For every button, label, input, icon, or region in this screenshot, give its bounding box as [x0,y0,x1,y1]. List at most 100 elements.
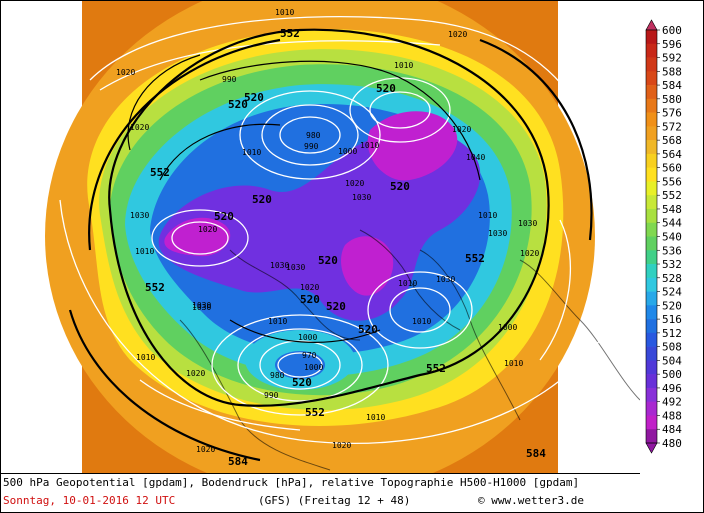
legend-swatch [646,401,657,416]
legend-tick-label: 504 [662,354,682,367]
contour-label: 552 [145,281,165,294]
legend-swatch [646,153,657,168]
legend-tick-label: 552 [662,189,682,202]
legend-tick-label: 480 [662,437,682,450]
legend-swatch [646,30,657,45]
pressure-label: 1010 [478,211,497,220]
legend-swatch [646,264,657,279]
legend-swatch [646,126,657,141]
legend-swatch [646,140,657,155]
pressure-label: 1010 [412,317,431,326]
legend-tick-label: 556 [662,175,682,188]
pressure-label: 1030 [270,261,289,270]
legend-swatch [646,85,657,100]
field-magenta-north [367,111,458,181]
contour-label: 520 [300,293,320,306]
legend-tick-label: 536 [662,244,682,257]
contour-label: 520 [214,210,234,223]
pressure-label-group: 1010 1020 1020 1020 1020 1030 1020 1010 … [116,8,539,454]
color-scale-legend: 6005965925885845805765725685645605565525… [645,19,682,454]
pressure-label: 1000 [304,363,323,372]
contour-label: 552 [465,252,485,265]
pressure-label: 1010 [394,61,413,70]
pressure-label: 1030 [436,275,455,284]
legend-swatch [646,374,657,389]
contour-label: 520 [376,82,396,95]
legend-swatch [646,332,657,347]
pressure-label: 970 [302,351,317,360]
legend-tick-label: 532 [662,258,682,271]
pressure-label: 1000 [298,333,317,342]
thin-contours [127,54,481,343]
pressure-label: 1010 [268,317,287,326]
pressure-label: 1030 [488,229,507,238]
legend-swatch [646,319,657,334]
contour-label: 552 [280,27,300,40]
legend-swatch [646,415,657,430]
contour-label-group: 552 552 552 552 552 552 520 520 520 520 … [145,27,546,468]
legend-tick-label: 576 [662,107,682,120]
legend-tick-label: 524 [662,286,682,299]
legend-tick-label: 572 [662,120,682,133]
legend-tick-label: 568 [662,134,682,147]
caption-divider [0,473,640,474]
legend-tick-label: 588 [662,65,682,78]
legend-swatch [646,57,657,72]
legend-tick-label: 560 [662,162,682,175]
valid-date: Sonntag, 10-01-2016 12 UTC [3,494,176,507]
pressure-label: 1020 [520,249,539,258]
pressure-label: 1020 [186,369,205,378]
legend-swatch [646,167,657,182]
contour-label: 520 [358,323,378,336]
legend-tick-label: 600 [662,24,682,37]
pressure-label: 1010 [136,353,155,362]
source-credit: © www.wetter3.de [478,494,584,507]
pressure-label: 1010 [504,359,523,368]
pressure-label: 1020 [345,179,364,188]
contour-label: 520 [326,300,346,313]
legend-swatch [646,98,657,113]
contour-label: 520 [390,180,410,193]
legend-tick-label: 512 [662,327,682,340]
pressure-label: 1030 [192,303,211,312]
model-run: (GFS) (Freitag 12 + 48) [258,494,411,507]
legend-tick-label: 492 [662,396,682,409]
pressure-label: 1000 [498,323,517,332]
legend-swatch [646,291,657,306]
legend-tick-label: 520 [662,299,682,312]
legend-tick-label: 528 [662,272,682,285]
geopotential-contours [68,28,593,462]
contour-label: 552 [305,406,325,419]
legend-tick-label: 540 [662,231,682,244]
pressure-label: 1030 [130,211,149,220]
legend-swatch [646,195,657,210]
legend-swatch [646,305,657,320]
contour-label: 552 [426,362,446,375]
legend-swatch [646,222,657,237]
contour-label: 552 [150,166,170,179]
legend-tick-label: 516 [662,313,682,326]
pressure-label: 990 [304,142,319,151]
pressure-label: 1030 [192,301,211,310]
pressure-label: 1020 [448,30,467,39]
legend-tick-label: 580 [662,93,682,106]
legend-swatch [646,250,657,265]
pressure-label: 1030 [518,219,537,228]
pressure-label: 1010 [242,148,261,157]
pressure-label: 1030 [286,263,305,272]
chart-caption: 500 hPa Geopotential [gpdam], Bodendruck… [3,476,580,489]
pressure-label: 1020 [196,445,215,454]
legend-tick-label: 596 [662,38,682,51]
legend-tick-label: 496 [662,382,682,395]
legend-swatch [646,43,657,58]
pressure-label: 1010 [366,413,385,422]
contour-label: 520 [244,91,264,104]
pressure-label: 1020 [116,68,135,77]
legend-tick-label: 544 [662,217,682,230]
legend-swatch [646,429,657,444]
legend-cap-top [645,19,658,31]
pressure-label: 990 [222,75,237,84]
legend-swatch [646,277,657,292]
legend-tick-label: 584 [662,79,682,92]
